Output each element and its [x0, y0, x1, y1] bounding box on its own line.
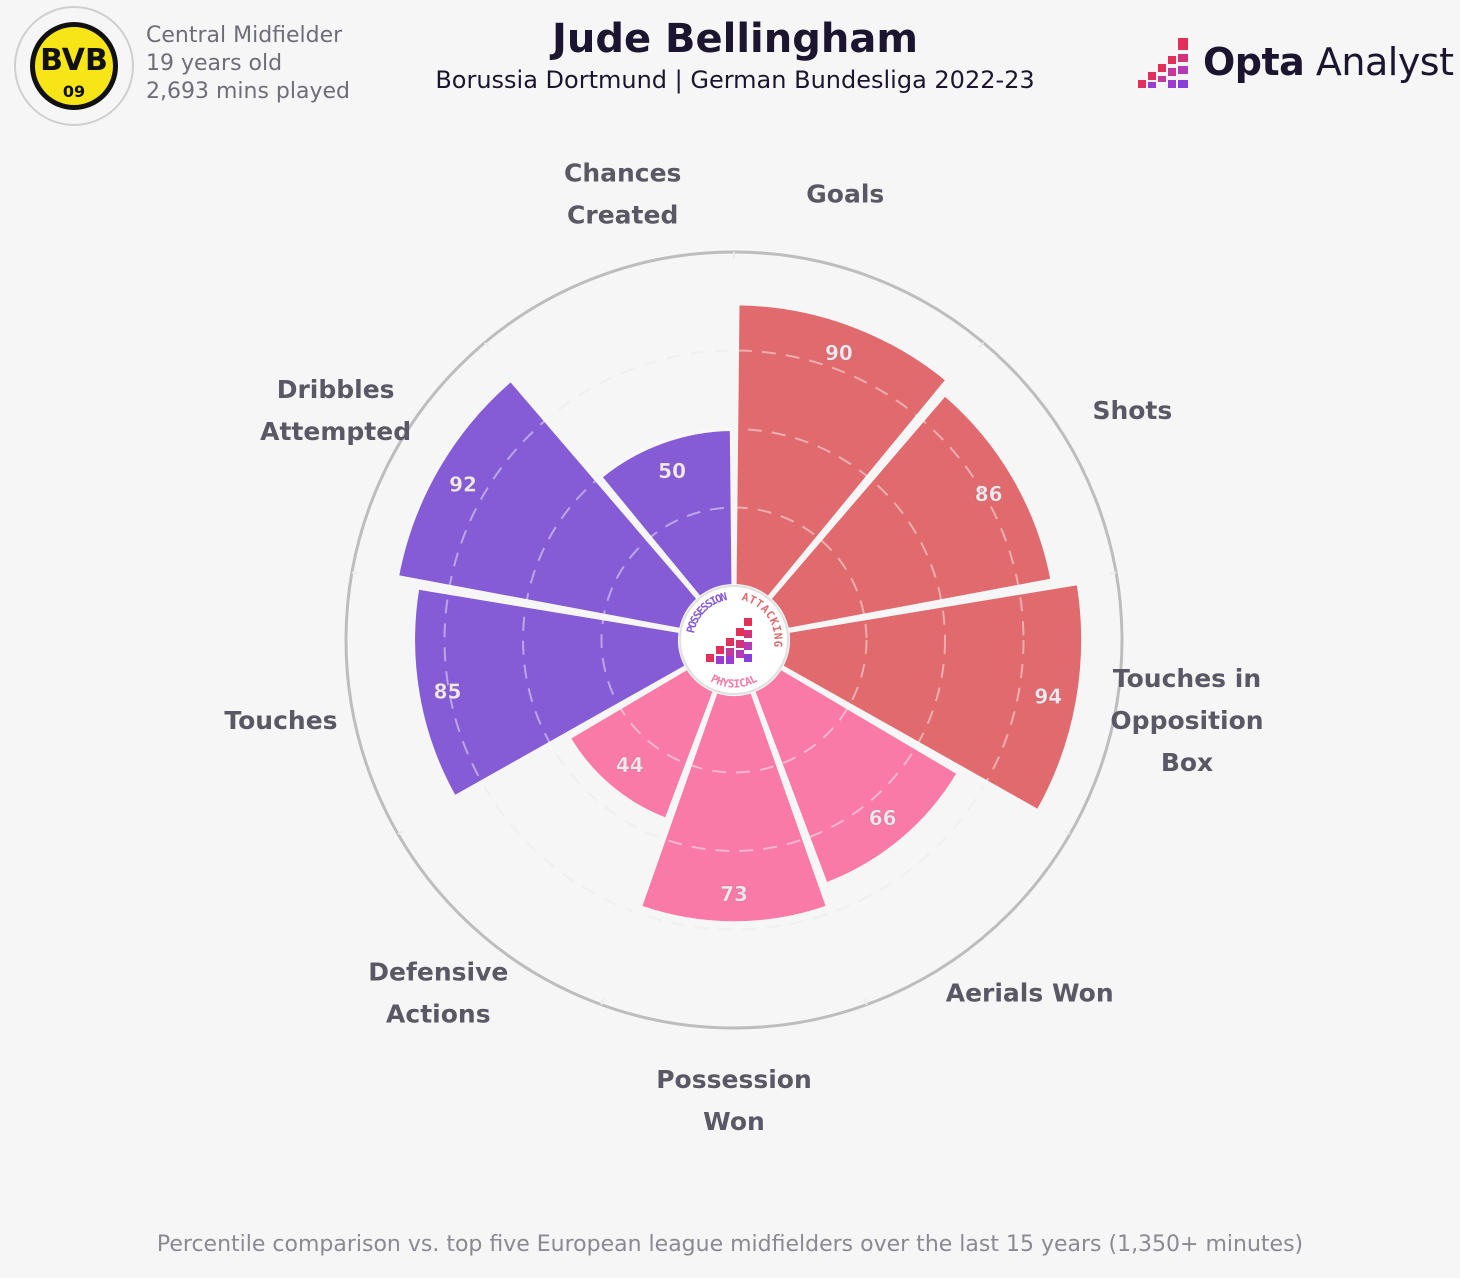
chart-separator	[786, 571, 1111, 634]
brand-name-bold: Opta	[1203, 40, 1305, 84]
hub-group-label-1: T	[747, 593, 759, 608]
hub-group-label-1: N	[771, 632, 785, 640]
hub-group-label-0: O	[713, 591, 724, 606]
hub-group-label-1: A	[741, 590, 751, 604]
chart-separator	[401, 664, 689, 834]
data-label: 86	[975, 482, 1003, 506]
category-label: Shots	[1092, 396, 1172, 425]
category-label: Defensive	[368, 957, 508, 986]
hub-logo-square	[736, 650, 744, 658]
chart-separator	[600, 689, 718, 1000]
data-label: 44	[616, 753, 644, 777]
chart-grid-ring-overlay	[443, 349, 1025, 931]
hub-group-label-0: S	[688, 614, 703, 626]
hub-group-label-0: N	[719, 590, 728, 604]
category-label: Touches	[224, 706, 337, 735]
category-label: Possession	[656, 1065, 812, 1094]
hub-logo-square	[726, 656, 734, 664]
hub-group-label-2: Y	[721, 676, 730, 690]
chart-separator	[486, 345, 702, 601]
hub-logo-square	[706, 654, 714, 662]
hub-group-label-2: S	[727, 677, 734, 690]
category-label: Chances	[564, 159, 681, 188]
player-age: 19 years old	[146, 51, 283, 76]
club-badge-logo: BVB 09	[14, 6, 134, 126]
player-position: Central Midfielder	[146, 23, 343, 48]
hub-logo-square	[726, 648, 734, 656]
data-label: 73	[720, 882, 748, 906]
hub-logo-square	[744, 654, 752, 662]
data-label: 66	[869, 806, 897, 830]
page-title: Jude Bellingham	[551, 16, 919, 62]
hub-logo-square	[744, 618, 752, 626]
hub-logo-square	[736, 640, 744, 648]
badge-text-top: BVB	[40, 43, 108, 78]
hub-group-label-1: G	[771, 640, 785, 648]
page-subtitle: Borussia Dortmund | German Bundesliga 20…	[435, 66, 1035, 94]
hub-logo-square	[726, 638, 734, 646]
chart-separator	[357, 571, 682, 634]
data-label: 92	[449, 473, 477, 497]
hub-logo-square	[744, 630, 752, 638]
category-label: Opposition	[1110, 706, 1263, 735]
hub-group-label-2: H	[715, 674, 725, 688]
hub-group-label-1: I	[769, 624, 783, 634]
data-label: 90	[825, 341, 853, 365]
hub-group-label-0: P	[684, 625, 698, 635]
hub-logo-square	[716, 656, 724, 664]
footnote: Percentile comparison vs. top five Europ…	[156, 1232, 1304, 1257]
category-label: Goals	[806, 180, 884, 209]
chart-separator	[766, 345, 982, 601]
category-label: Aerials Won	[946, 978, 1114, 1007]
brand-wordmark: Opta Analyst	[1203, 40, 1454, 84]
chart-separator	[750, 689, 868, 1000]
category-label: Attempted	[260, 417, 411, 446]
data-label: 85	[434, 680, 462, 704]
player-minutes: 2,693 mins played	[146, 79, 350, 104]
chart-separator	[779, 664, 1067, 834]
hub-logo-square	[736, 628, 744, 636]
category-label: Won	[703, 1107, 765, 1136]
category-label: Created	[567, 201, 678, 230]
hub-group-label-1: K	[767, 616, 782, 628]
category-label: Actions	[386, 999, 491, 1028]
data-label: 94	[1034, 684, 1062, 708]
hub-group-label-2: A	[743, 674, 754, 689]
data-label: 50	[658, 459, 686, 483]
hub-logo-square	[716, 646, 724, 654]
hub-logo-square	[744, 642, 752, 650]
player-meta: Central Midfielder 19 years old 2,693 mi…	[146, 22, 350, 106]
hub-group-label-0: O	[686, 619, 701, 630]
hub-group-label-0: I	[708, 594, 720, 609]
hub-group-label-2: I	[733, 677, 740, 690]
hub-group-label-2: C	[738, 676, 747, 690]
category-label: Box	[1161, 748, 1213, 777]
opta-analyst-logo-icon	[1138, 38, 1188, 88]
brand-name-light: Analyst	[1304, 40, 1454, 84]
category-label: Touches in	[1113, 664, 1261, 693]
badge-text-bottom: 09	[63, 82, 85, 101]
category-label: Dribbles	[277, 375, 395, 404]
